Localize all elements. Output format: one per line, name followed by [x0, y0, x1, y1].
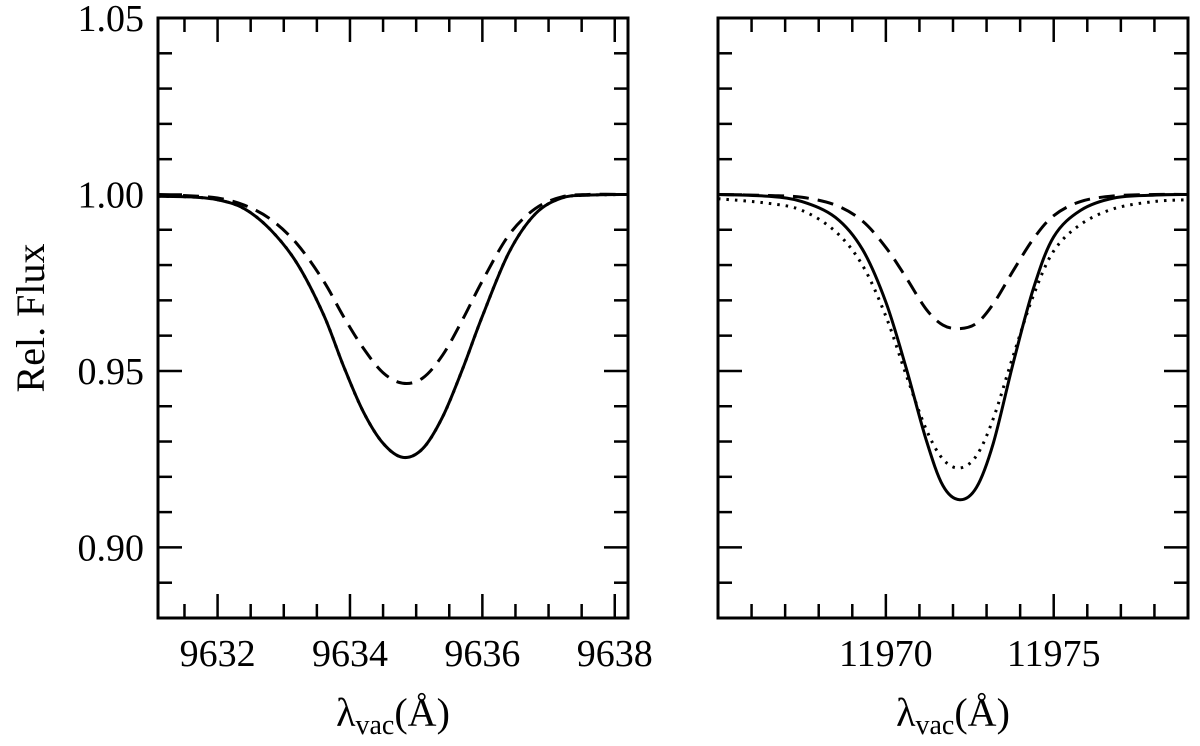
y-tick-label: 0.90: [78, 527, 145, 569]
series-dotted-line: [157, 192, 629, 460]
x-tick-label: 9638: [577, 633, 653, 675]
left-x-axis-label-sub: vac: [356, 710, 395, 741]
x-tick-label: 9636: [444, 633, 520, 675]
y-tick-label: 1.05: [78, 0, 145, 40]
right-panel-frame: [716, 16, 1190, 620]
left-panel-series: [157, 192, 629, 460]
right-panel-ticks: [716, 16, 1190, 620]
series-solid-line: [717, 192, 1189, 502]
right-x-axis-label: λvac(Å): [896, 690, 1010, 741]
left-x-axis-label: λvac(Å): [336, 690, 450, 741]
y-tick-label: 1.00: [78, 174, 145, 216]
left-panel-frame: [156, 16, 630, 620]
left-x-axis-label-tail: (Å): [394, 690, 450, 735]
series-dashed-line: [157, 192, 629, 386]
right-x-axis-label-sub: vac: [916, 710, 955, 741]
left-x-axis-label-main: λ: [336, 690, 356, 735]
x-tick-label: 11970: [839, 633, 933, 675]
left-panel-ticks: [158, 16, 628, 620]
y-tick-label: 0.95: [78, 351, 145, 393]
right-x-axis-label-main: λ: [896, 690, 916, 735]
right-x-axis-label-tail: (Å): [954, 690, 1010, 735]
x-tick-label: 9634: [312, 633, 388, 675]
x-tick-label: 9632: [180, 633, 256, 675]
x-tick-label: 11975: [1007, 633, 1101, 675]
left-panel: 9632 9634 9636 9638 0.90 0.95 1.00 1.05 λvac(Å)…: [8, 0, 653, 741]
right-panel: 11970 11975 λvac(Å): [716, 16, 1190, 741]
right-panel-series: [717, 192, 1189, 502]
series-dashed-line: [717, 192, 1189, 331]
y-axis-label: Rel. Flux: [8, 244, 53, 393]
right-panel-tick-labels: 11970 11975: [839, 633, 1100, 675]
series-dotted-line: [717, 197, 1189, 470]
left-panel-tick-labels: 9632 9634 9636 9638 0.90 0.95 1.00 1.05: [78, 0, 653, 675]
series-solid-line: [157, 192, 629, 460]
